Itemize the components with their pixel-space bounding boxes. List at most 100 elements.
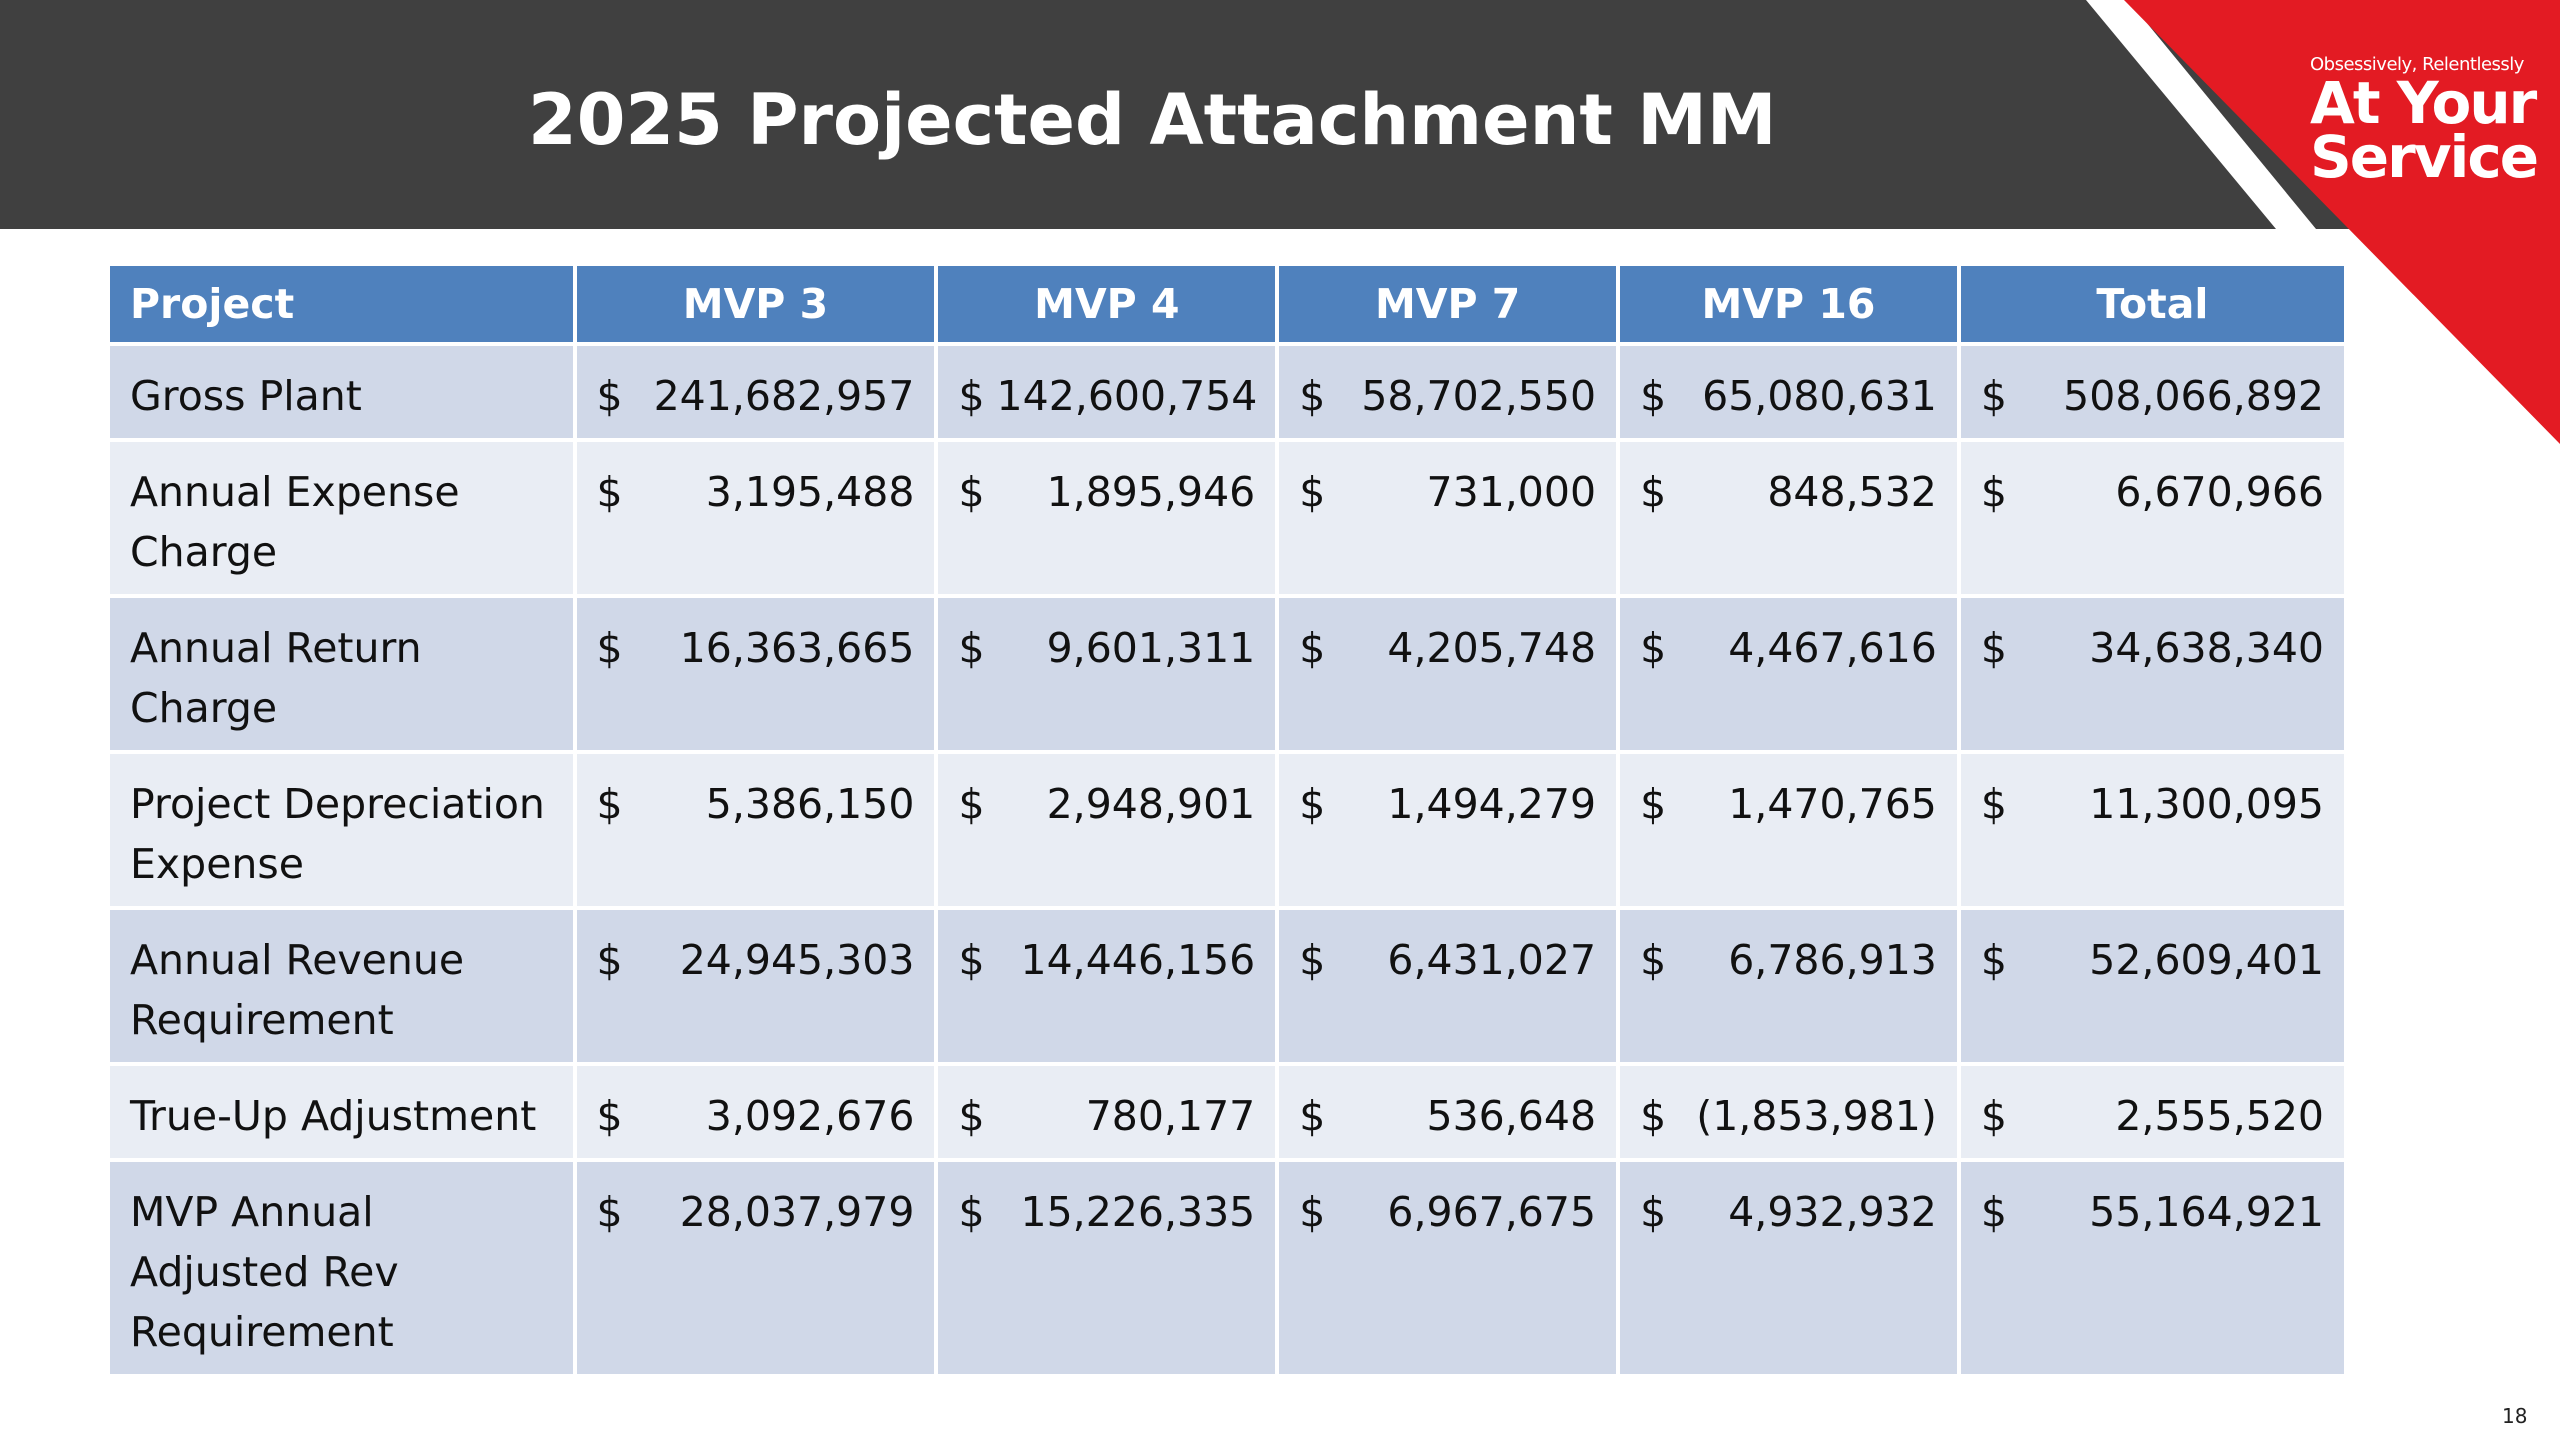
- column-header: MVP 7: [1279, 266, 1617, 342]
- currency-symbol: $: [596, 1092, 623, 1140]
- amount: 142,600,754: [996, 372, 1258, 420]
- currency-symbol: $: [1299, 468, 1326, 516]
- currency-value: $14,446,156: [958, 930, 1255, 990]
- currency-symbol: $: [1640, 1092, 1667, 1140]
- amount: 731,000: [1426, 468, 1597, 516]
- value-cell: $142,600,754: [938, 346, 1276, 438]
- amount: 28,037,979: [679, 1188, 915, 1236]
- currency-symbol: $: [958, 372, 985, 420]
- currency-symbol: $: [1980, 624, 2007, 672]
- value-cell: $58,702,550: [1279, 346, 1617, 438]
- currency-symbol: $: [1980, 780, 2007, 828]
- amount: 15,226,335: [1020, 1188, 1256, 1236]
- value-cell: $14,446,156: [938, 910, 1276, 1062]
- currency-value: $536,648: [1299, 1086, 1596, 1146]
- value-cell: $780,177: [938, 1066, 1276, 1158]
- value-cell: $24,945,303: [576, 910, 935, 1062]
- currency-symbol: $: [958, 1092, 985, 1140]
- value-cell: $55,164,921: [1960, 1162, 2344, 1374]
- value-cell: $848,532: [1620, 442, 1957, 594]
- amount: 6,431,027: [1387, 936, 1597, 984]
- amount: 1,470,765: [1728, 780, 1937, 828]
- value-cell: $34,638,340: [1960, 598, 2344, 750]
- table-row: Annual Revenue Requirement $24,945,303 $14…: [110, 910, 2344, 1062]
- amount: 11,300,095: [2089, 780, 2324, 828]
- value-cell: $4,205,748: [1279, 598, 1617, 750]
- currency-value: $28,037,979: [597, 1182, 915, 1242]
- value-cell: $6,967,675: [1279, 1162, 1617, 1374]
- table-row: MVP Annual Adjusted Rev Requirement $28,0…: [110, 1162, 2344, 1374]
- value-cell: $2,948,901: [938, 754, 1276, 906]
- table-row: True-Up Adjustment $3,092,676 $780,177 $536…: [110, 1066, 2344, 1158]
- currency-value: $16,363,665: [597, 618, 915, 678]
- currency-value: $24,945,303: [597, 930, 915, 990]
- amount: 848,532: [1767, 468, 1937, 516]
- amount: 241,682,957: [653, 372, 915, 420]
- amount: 1,895,946: [1046, 468, 1256, 516]
- value-cell: $28,037,979: [576, 1162, 935, 1374]
- value-cell: $4,932,932: [1620, 1162, 1957, 1374]
- value-cell: $5,386,150: [576, 754, 935, 906]
- amount: 65,080,631: [1702, 372, 1937, 420]
- currency-symbol: $: [958, 624, 985, 672]
- value-cell: $15,226,335: [938, 1162, 1276, 1374]
- currency-value: $2,948,901: [958, 774, 1255, 834]
- amount: 4,205,748: [1387, 624, 1597, 672]
- currency-value: $731,000: [1299, 462, 1596, 522]
- row-label: Annual Expense Charge: [110, 442, 573, 594]
- value-cell: $731,000: [1279, 442, 1617, 594]
- amount: 5,386,150: [705, 780, 915, 828]
- currency-symbol: $: [958, 468, 985, 516]
- currency-value: $ (1,853,981): [1640, 1086, 1937, 1146]
- column-header: Project: [110, 266, 573, 342]
- amount: 24,945,303: [679, 936, 915, 984]
- column-header: Total: [1960, 266, 2344, 342]
- value-cell: $1,470,765: [1620, 754, 1957, 906]
- currency-symbol: $: [1980, 1188, 2007, 1236]
- currency-value: $6,967,675: [1299, 1182, 1596, 1242]
- currency-value: $4,932,932: [1640, 1182, 1937, 1242]
- amount: 34,638,340: [2089, 624, 2324, 672]
- currency-symbol: $: [1299, 624, 1326, 672]
- currency-symbol: $: [1640, 780, 1667, 828]
- currency-value: $11,300,095: [1981, 774, 2324, 834]
- amount: 508,066,892: [2063, 372, 2324, 420]
- currency-value: $6,786,913: [1640, 930, 1937, 990]
- value-cell: $9,601,311: [938, 598, 1276, 750]
- currency-symbol: $: [958, 936, 985, 984]
- currency-symbol: $: [596, 372, 623, 420]
- currency-value: $3,195,488: [597, 462, 915, 522]
- value-cell: $11,300,095: [1960, 754, 2344, 906]
- amount: 780,177: [1085, 1092, 1256, 1140]
- currency-symbol: $: [1640, 468, 1667, 516]
- table-row: Annual Return Charge $16,363,665 $9,601,31…: [110, 598, 2344, 750]
- value-cell: $6,431,027: [1279, 910, 1617, 1062]
- column-header: MVP 3: [576, 266, 935, 342]
- value-cell: $ (1,853,981): [1620, 1066, 1957, 1158]
- currency-value: $34,638,340: [1981, 618, 2324, 678]
- amount: 52,609,401: [2089, 936, 2324, 984]
- currency-value: $5,386,150: [597, 774, 915, 834]
- currency-value: $4,467,616: [1640, 618, 1937, 678]
- value-cell: $6,670,966: [1960, 442, 2344, 594]
- value-cell: $508,066,892: [1960, 346, 2344, 438]
- amount: 4,932,932: [1728, 1188, 1937, 1236]
- row-label: Annual Return Charge: [110, 598, 573, 750]
- amount: 3,092,676: [705, 1092, 915, 1140]
- table-row: Project Depreciation Expense $5,386,150 $2…: [110, 754, 2344, 906]
- currency-value: $848,532: [1640, 462, 1937, 522]
- currency-symbol: $: [1299, 780, 1326, 828]
- value-cell: $6,786,913: [1620, 910, 1957, 1062]
- currency-value: $2,555,520: [1981, 1086, 2324, 1146]
- currency-value: $508,066,892: [1981, 366, 2324, 426]
- slide-title: 2025 Projected Attachment MM: [528, 79, 1777, 161]
- value-cell: $16,363,665: [576, 598, 935, 750]
- currency-symbol: $: [1299, 936, 1326, 984]
- currency-value: $4,205,748: [1299, 618, 1596, 678]
- brand-tagline: Obsessively, Relentlessly: [2310, 54, 2524, 75]
- value-cell: $2,555,520: [1960, 1066, 2344, 1158]
- value-cell: $1,494,279: [1279, 754, 1617, 906]
- column-header: MVP 4: [938, 266, 1276, 342]
- currency-value: $1,494,279: [1299, 774, 1596, 834]
